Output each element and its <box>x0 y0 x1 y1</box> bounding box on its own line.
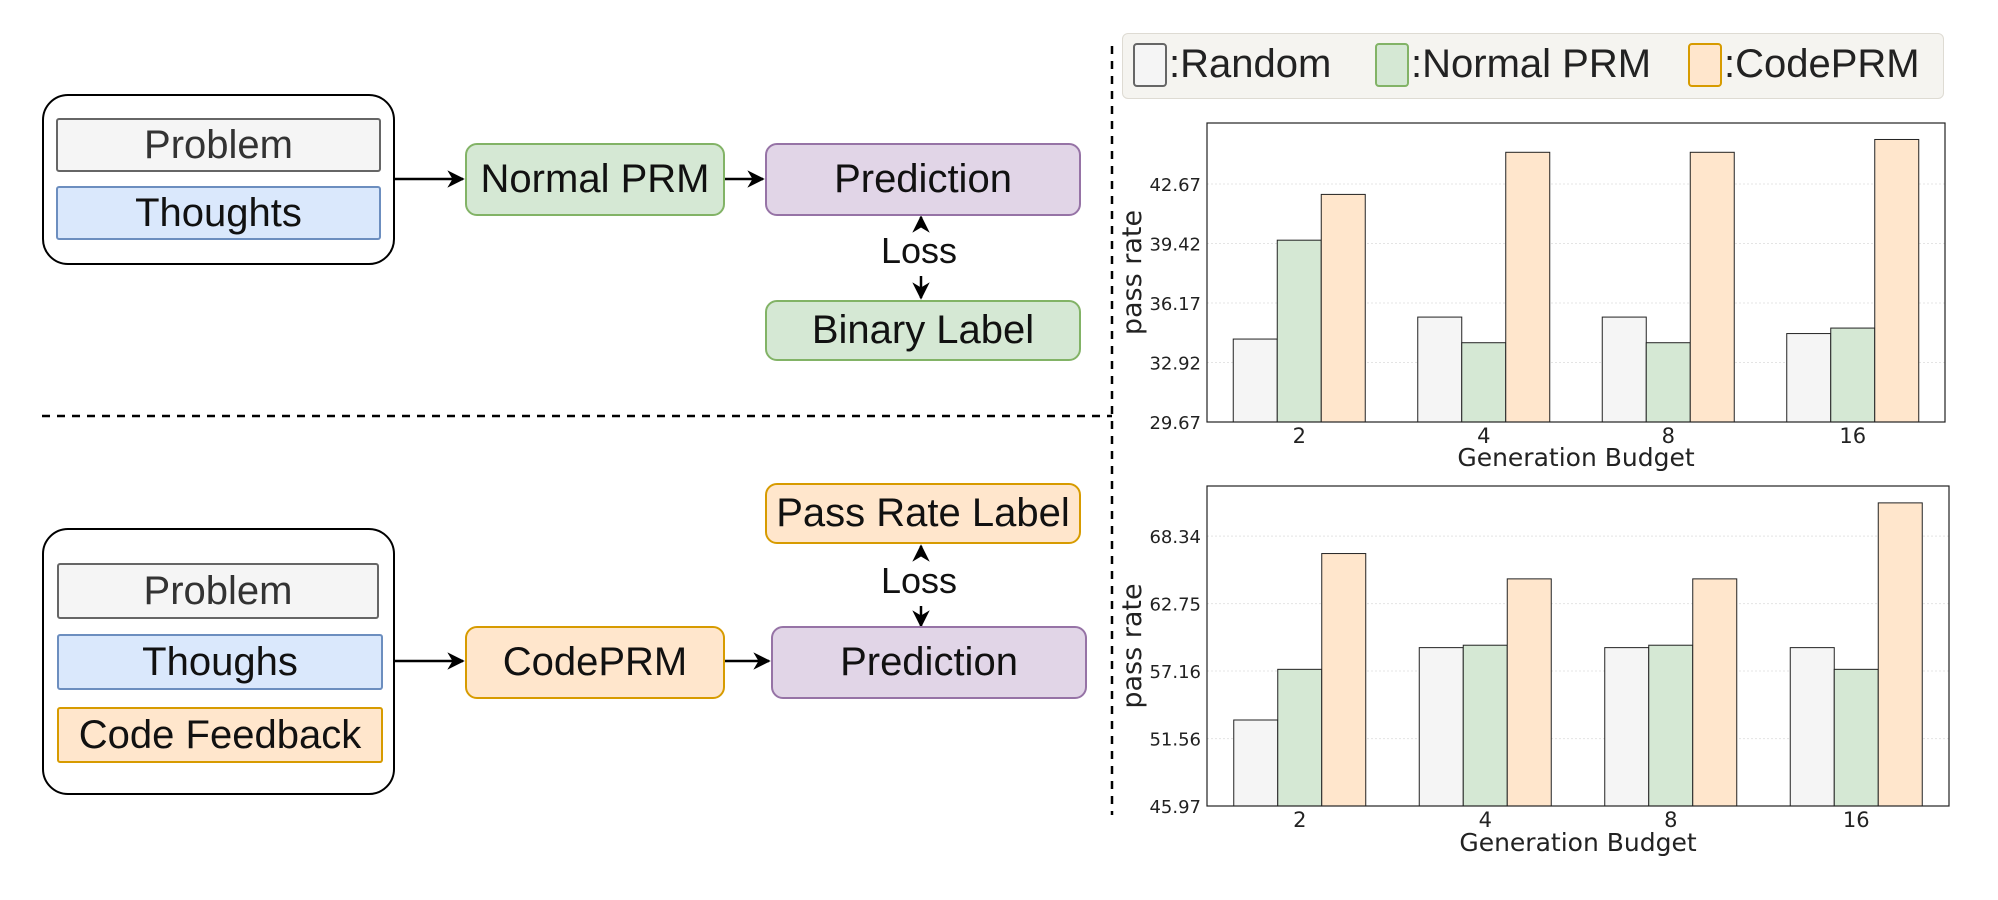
bar <box>1648 644 1694 807</box>
legend-label-normal-prm: :Normal PRM <box>1411 42 1652 86</box>
pass-rate-label-box: Pass Rate Label <box>765 483 1081 544</box>
top-loss-label: Loss <box>881 230 958 271</box>
y-axis-label: pass rate <box>1117 210 1148 335</box>
y-tick-label: 57.16 <box>1149 662 1201 683</box>
x-tick-label: 8 <box>1664 808 1677 832</box>
x-tick-label: 8 <box>1662 424 1675 448</box>
bottom-problem-box: Problem <box>57 563 379 619</box>
bar <box>1692 578 1738 807</box>
x-tick-label: 4 <box>1477 424 1490 448</box>
normal-prm-box: Normal PRM <box>465 143 725 216</box>
legend-swatch-codeprm <box>1688 42 1722 87</box>
bar <box>1418 647 1464 807</box>
codeprm-box: CodePRM <box>465 626 725 699</box>
y-tick-label: 68.34 <box>1149 527 1201 548</box>
bar <box>1506 578 1552 807</box>
x-tick-label: 4 <box>1479 808 1492 832</box>
bottom-prediction-box: Prediction <box>771 626 1087 699</box>
legend-swatch-random <box>1133 42 1167 87</box>
y-tick-label: 42.67 <box>1149 175 1201 196</box>
legend-swatch-normal-prm <box>1375 42 1409 87</box>
legend-item-random: :Random <box>1133 42 1331 87</box>
x-tick-label: 2 <box>1293 424 1306 448</box>
plot-frame <box>1206 485 1950 807</box>
bar <box>1877 502 1923 807</box>
bar <box>1874 138 1920 423</box>
bar <box>1505 151 1551 423</box>
legend-item-codeprm: :CodePRM <box>1688 42 1920 87</box>
bar <box>1233 719 1279 807</box>
bar <box>1321 553 1367 807</box>
x-tick-label: 16 <box>1839 424 1866 448</box>
y-tick-label: 51.56 <box>1149 730 1201 751</box>
top-problem-box: Problem <box>56 118 381 172</box>
bar <box>1689 151 1735 423</box>
x-axis-label: Generation Budget <box>1459 828 1697 857</box>
bar <box>1461 342 1507 423</box>
x-tick-label: 2 <box>1293 808 1306 832</box>
top-prediction-box: Prediction <box>765 143 1081 216</box>
x-tick-label: 16 <box>1843 808 1870 832</box>
y-axis-label: pass rate <box>1117 583 1148 708</box>
y-tick-label: 45.97 <box>1149 797 1201 818</box>
bar <box>1232 338 1278 423</box>
code-feedback-box: Code Feedback <box>57 707 383 763</box>
bar <box>1786 333 1832 423</box>
legend-label-codeprm: :CodePRM <box>1724 42 1920 86</box>
x-axis-label: Generation Budget <box>1457 443 1695 472</box>
bottom-loss-label: Loss <box>881 560 958 601</box>
bar <box>1277 668 1323 807</box>
bar <box>1789 647 1835 807</box>
bar <box>1276 239 1322 423</box>
bar <box>1462 644 1508 807</box>
y-tick-label: 29.67 <box>1149 413 1201 434</box>
top-thoughts-box: Thoughts <box>56 186 381 240</box>
legend-item-normal-prm: :Normal PRM <box>1375 42 1651 87</box>
chart-legend: :Random :Normal PRM :CodePRM <box>1122 33 1944 99</box>
bar <box>1320 193 1366 423</box>
bar <box>1833 668 1879 807</box>
bottom-thoughts-box: Thoughs <box>57 634 383 690</box>
bar <box>1830 327 1876 423</box>
y-tick-label: 62.75 <box>1149 595 1201 616</box>
binary-label-box: Binary Label <box>765 300 1081 361</box>
y-tick-label: 36.17 <box>1149 294 1201 315</box>
bar <box>1601 316 1647 423</box>
legend-label-random: :Random <box>1169 42 1332 86</box>
y-tick-label: 32.92 <box>1149 353 1201 374</box>
y-tick-label: 39.42 <box>1149 234 1201 255</box>
bar <box>1604 647 1650 807</box>
plot-frame <box>1206 122 1946 423</box>
